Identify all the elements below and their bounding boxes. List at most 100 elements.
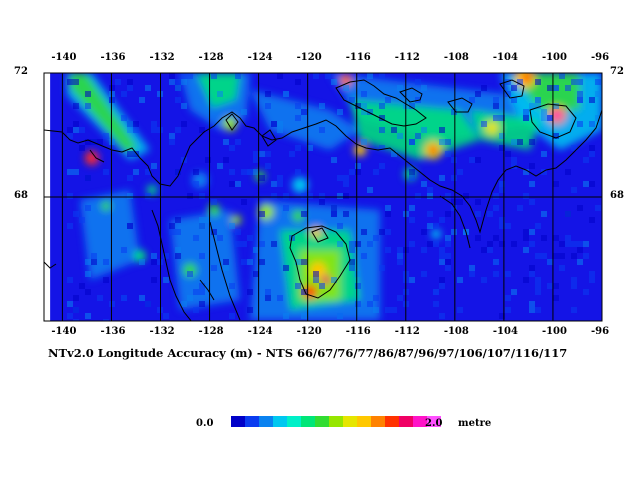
field-cell xyxy=(103,169,109,175)
field-cell xyxy=(493,271,499,277)
field-cell xyxy=(175,169,181,175)
field-cell xyxy=(241,259,247,265)
field-cell xyxy=(229,145,235,151)
field-cell xyxy=(379,73,385,79)
field-cell xyxy=(457,277,463,283)
field-cell xyxy=(577,247,583,253)
field-cell xyxy=(433,241,439,247)
field-cell xyxy=(319,199,325,205)
field-cell xyxy=(349,97,355,103)
field-cell xyxy=(529,229,535,235)
longitude-label: -100 xyxy=(541,52,567,63)
field-cell xyxy=(181,301,187,307)
field-cell xyxy=(73,79,79,85)
field-cell xyxy=(373,235,379,241)
field-cell xyxy=(589,151,595,157)
field-cell xyxy=(571,253,577,259)
field-cell xyxy=(139,97,145,103)
field-cell xyxy=(499,217,505,223)
field-cell xyxy=(487,247,493,253)
field-cell xyxy=(421,271,427,277)
field-cell xyxy=(571,307,577,313)
field-cell xyxy=(583,253,589,259)
field-cell xyxy=(121,91,127,97)
field-cell xyxy=(127,127,133,133)
field-cell xyxy=(127,151,133,157)
field-cell xyxy=(505,307,511,313)
field-cell xyxy=(277,295,283,301)
field-cell xyxy=(397,253,403,259)
field-cell xyxy=(85,289,91,295)
field-cell xyxy=(127,121,133,127)
field-cell xyxy=(583,181,589,187)
field-cell xyxy=(517,79,523,85)
scale-swatch xyxy=(371,416,385,427)
scale-swatch xyxy=(245,416,259,427)
latitude-label: 68 xyxy=(610,190,624,201)
scale-swatch xyxy=(273,416,287,427)
field-cell xyxy=(151,127,157,133)
field-cell xyxy=(553,85,559,91)
accuracy-hotspot xyxy=(208,204,220,216)
scale-swatch xyxy=(315,416,329,427)
field-cell xyxy=(577,259,583,265)
scale-swatch xyxy=(357,416,371,427)
field-cell xyxy=(235,241,241,247)
field-cell xyxy=(451,175,457,181)
field-cell xyxy=(169,139,175,145)
scale-swatch xyxy=(413,416,427,427)
field-cell xyxy=(535,223,541,229)
field-cell xyxy=(451,199,457,205)
field-cell xyxy=(379,229,385,235)
field-cell xyxy=(427,193,433,199)
field-cell xyxy=(583,241,589,247)
field-cell xyxy=(133,121,139,127)
field-cell xyxy=(499,145,505,151)
field-cell xyxy=(439,313,445,319)
field-cell xyxy=(535,103,541,109)
field-cell xyxy=(511,157,517,163)
field-cell xyxy=(247,289,253,295)
field-cell xyxy=(67,133,73,139)
field-cell xyxy=(595,205,601,211)
accuracy-hotspot xyxy=(485,121,499,135)
field-cell xyxy=(301,211,307,217)
field-cell xyxy=(337,175,343,181)
field-cell xyxy=(265,103,271,109)
field-cell xyxy=(463,193,469,199)
field-cell xyxy=(337,193,343,199)
field-cell xyxy=(169,229,175,235)
field-cell xyxy=(517,139,523,145)
field-cell xyxy=(85,91,91,97)
field-cell xyxy=(73,121,79,127)
field-cell xyxy=(355,103,361,109)
scale-swatch xyxy=(385,416,399,427)
field-cell xyxy=(361,139,367,145)
field-cell xyxy=(421,247,427,253)
field-cell xyxy=(511,85,517,91)
field-cell xyxy=(409,169,415,175)
field-cell xyxy=(253,151,259,157)
field-cell xyxy=(199,283,205,289)
field-cell xyxy=(547,115,553,121)
field-cell xyxy=(229,313,235,319)
longitude-label: -96 xyxy=(591,52,610,63)
accuracy-region xyxy=(250,90,360,150)
field-cell xyxy=(247,235,253,241)
accuracy-hotspot xyxy=(552,110,562,120)
field-cell xyxy=(307,193,313,199)
field-cell xyxy=(277,181,283,187)
field-cell xyxy=(415,193,421,199)
field-cell xyxy=(151,277,157,283)
field-cell xyxy=(235,229,241,235)
field-cell xyxy=(409,277,415,283)
field-cell xyxy=(523,193,529,199)
field-cell xyxy=(481,121,487,127)
field-cell xyxy=(577,205,583,211)
field-cell xyxy=(301,109,307,115)
field-cell xyxy=(313,271,319,277)
field-cell xyxy=(343,193,349,199)
field-cell xyxy=(571,283,577,289)
field-cell xyxy=(583,157,589,163)
field-cell xyxy=(319,103,325,109)
